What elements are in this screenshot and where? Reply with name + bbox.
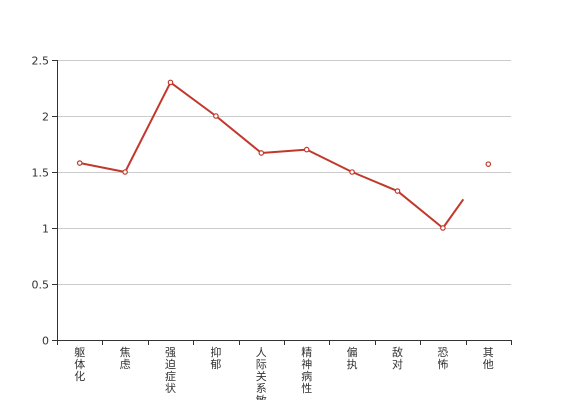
- y-tick-label: 0.5: [32, 279, 50, 292]
- data-point[interactable]: [122, 169, 128, 175]
- data-point[interactable]: [76, 160, 83, 166]
- series-line-segment: [442, 198, 465, 229]
- x-tick-label: 焦虑: [120, 346, 131, 371]
- data-point[interactable]: [213, 113, 219, 119]
- x-tick-label: 恐怖: [437, 346, 448, 371]
- x-tick-labels: 躯体化 焦虑 强迫症状 抑郁 人际关系敏感 精神病性 偏执 敌对 恐怖 其他: [74, 345, 494, 400]
- x-tick-label: 敌对: [392, 345, 403, 371]
- data-point[interactable]: [167, 79, 174, 86]
- data-point[interactable]: [440, 225, 446, 231]
- y-tick-labels: 0 0.5 1 1.5 2 2.5: [32, 55, 50, 348]
- y-tick-label: 2: [42, 111, 49, 124]
- data-point[interactable]: [303, 146, 310, 153]
- x-tick-label: 躯体化: [74, 346, 85, 383]
- y-tick-label: 0: [42, 335, 49, 348]
- x-tick-label: 人际关系敏感: [256, 346, 267, 400]
- data-point[interactable]: [258, 150, 265, 156]
- x-tick-label: 其他: [483, 346, 494, 371]
- axes: [52, 60, 512, 345]
- y-tick-label: 1: [42, 223, 49, 236]
- x-tick-label: 抑郁: [210, 345, 221, 371]
- data-point[interactable]: [394, 188, 401, 194]
- data-point[interactable]: [349, 169, 355, 175]
- x-tick-label: 偏执: [347, 345, 358, 371]
- y-tick-label: 2.5: [32, 55, 50, 68]
- x-tick-label: 精神病性: [301, 346, 312, 395]
- grid-lines: [57, 60, 511, 285]
- x-tick-label: 强迫症状: [165, 346, 176, 395]
- data-point[interactable]: [485, 161, 492, 167]
- y-tick-label: 1.5: [32, 167, 50, 180]
- series: [76, 79, 492, 231]
